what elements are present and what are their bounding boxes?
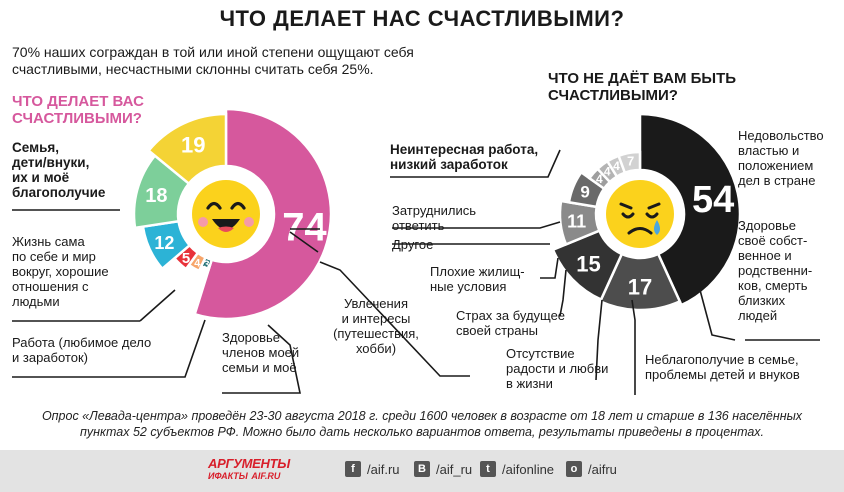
label-housing: Плохие жилищ-ные условия	[430, 264, 525, 294]
leader-line-6	[319, 261, 470, 377]
social-link-vk[interactable]: B /aif_ru	[414, 461, 472, 477]
leader-line-13	[631, 299, 636, 395]
leader-line-11	[559, 269, 567, 317]
label-hobby: Увлечения и интересы (путешествия, хобби)	[333, 296, 419, 356]
vk-icon: B	[414, 461, 430, 477]
social-link-facebook[interactable]: f /aif.ru	[345, 461, 400, 477]
data-label-1-2: 15	[576, 252, 600, 277]
label-family: Семья, дети/внуки, их и моё благополучие	[12, 140, 106, 200]
data-label-0-5: 18	[145, 185, 167, 207]
data-label-1-6: 4	[604, 165, 611, 179]
label-life: Жизнь сама по себе и мир вокруг, хорошие от…	[12, 234, 109, 309]
leader-line-2	[12, 319, 206, 378]
leader-line-15	[699, 289, 736, 341]
data-label-1-5: 4	[596, 172, 603, 186]
data-label-0-6: 19	[181, 133, 205, 158]
data-label-0-4: 12	[154, 233, 174, 253]
brand-logo[interactable]: АРГУМЕНТЫ ИФАКТЫ AIF.RU	[208, 456, 290, 481]
odnoklassniki-icon: o	[566, 461, 582, 477]
label-family-trouble: Неблагополучие в семье, проблемы детей и …	[645, 352, 800, 382]
leader-lines	[12, 149, 820, 395]
intro-text: 70% наших сограждан в той или иной степе…	[12, 44, 414, 77]
survey-note: Опрос «Левада-центра» проведён 23-30 авг…	[41, 409, 803, 439]
leader-line-4	[289, 231, 319, 253]
data-label-1-1: 17	[628, 275, 652, 300]
label-health: Здоровье членов моей семьи и моё	[222, 330, 300, 375]
leader-line-10	[540, 257, 559, 279]
data-label-0-3: 5	[182, 250, 190, 267]
leader-line-14	[704, 159, 731, 186]
facebook-icon: f	[345, 461, 361, 477]
social-link-odnoklassniki[interactable]: o /aifru	[566, 461, 617, 477]
label-joy: Отсутствие радости и любви в жизни	[506, 346, 609, 391]
leader-line-7	[390, 149, 561, 178]
left-chart-title: ЧТО ДЕЛАЕТ ВАС СЧАСТЛИВЫМИ?	[12, 93, 144, 127]
data-label-1-3: 11	[567, 212, 586, 232]
leader-line-1	[12, 289, 176, 322]
label-work: Работа (любимое дело и заработок)	[12, 335, 152, 365]
pie-slice-0-0	[193, 107, 333, 321]
data-label-0-1: 3	[203, 259, 209, 271]
happy-emoji-icon	[192, 180, 260, 248]
sad-emoji-icon	[606, 180, 674, 248]
data-label-1-0: 54	[692, 179, 734, 221]
leader-line-12	[595, 299, 603, 381]
leader-line-8	[392, 221, 561, 229]
pie-slice-1-8	[617, 150, 642, 175]
right-chart-title: ЧТО НЕ ДАЁТ ВАМ БЫТЬ СЧАСТЛИВЫМИ?	[548, 70, 737, 104]
label-other: Другое	[392, 237, 434, 252]
label-fear: Страх за будущее своей страны	[456, 308, 566, 338]
data-label-1-4: 9	[580, 183, 589, 202]
label-power: Недовольство властью и положением дел в стр…	[738, 128, 824, 188]
data-label-0-2: 4	[194, 257, 201, 269]
pie-slice-1-0	[638, 112, 742, 307]
page-title: ЧТО ДЕЛАЕТ НАС СЧАСТЛИВЫМИ?	[219, 6, 625, 31]
pie-slice-1-2	[551, 229, 624, 302]
data-label-1-7: 4	[613, 159, 620, 173]
label-difficult: Затруднились ответить	[392, 203, 477, 233]
label-bad-work: Неинтересная работа, низкий заработок	[390, 142, 539, 172]
social-link-twitter[interactable]: t /aifonline	[480, 461, 554, 477]
pie-slice-1-1	[598, 252, 682, 312]
pie-slice-0-6	[146, 112, 228, 186]
leader-line-3	[222, 324, 301, 394]
label-own-health: Здоровье своё собст-венное и родственни-ко…	[738, 218, 813, 323]
data-label-1-8: 7	[627, 154, 634, 169]
twitter-icon: t	[480, 461, 496, 477]
